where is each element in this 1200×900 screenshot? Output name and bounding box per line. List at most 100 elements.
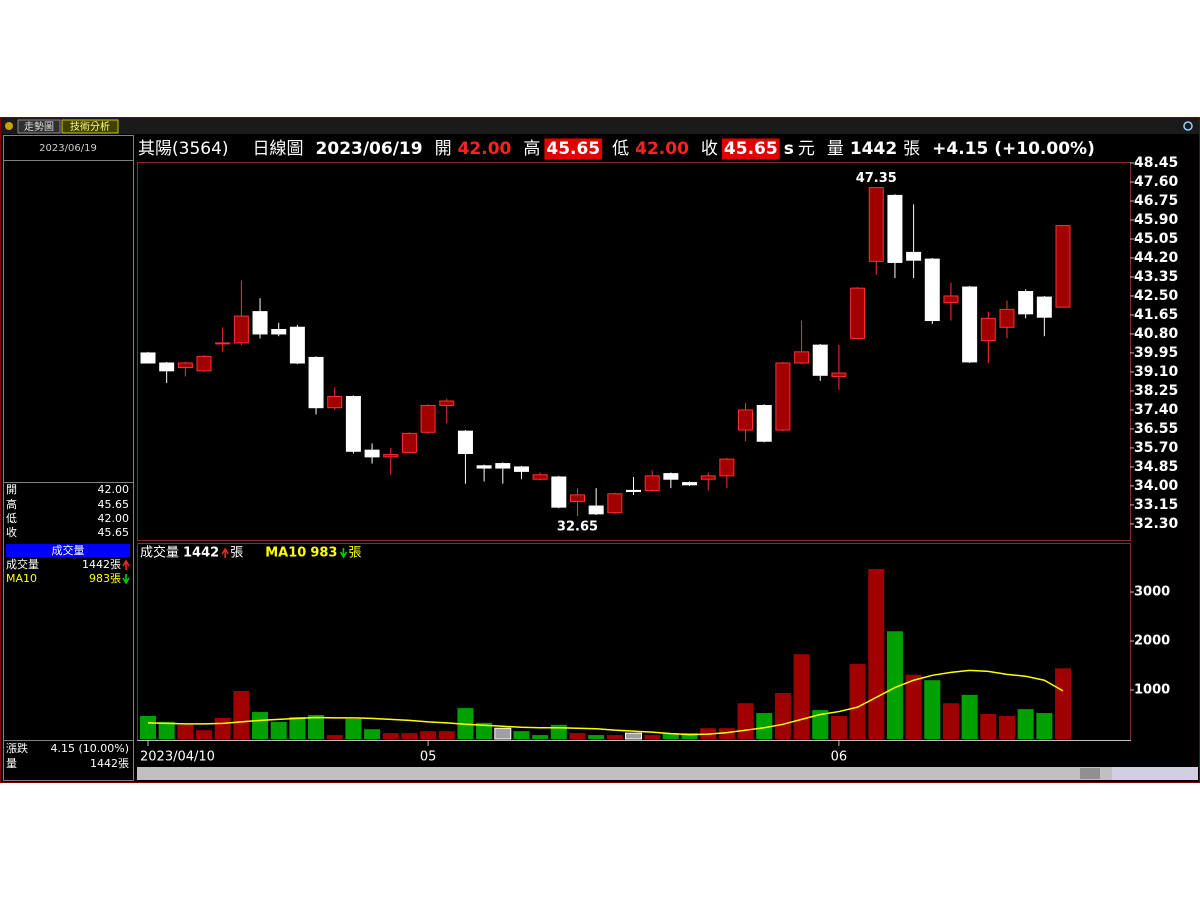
volume-value: 1442 — [850, 139, 897, 159]
volume-bar — [550, 724, 567, 739]
volume-bar — [569, 733, 586, 739]
candle-body — [980, 317, 996, 342]
candle-body — [1055, 225, 1071, 308]
volume-bar — [1036, 713, 1053, 739]
y-tick-label: 41.65 — [1134, 307, 1178, 323]
y-tick-label: 44.20 — [1134, 250, 1179, 266]
candle-body — [663, 473, 679, 480]
unit: 張 — [230, 546, 243, 561]
volume-bar — [718, 728, 735, 739]
candle-body — [962, 286, 978, 363]
tab-active[interactable] — [61, 119, 119, 134]
period: 日線圖 — [253, 139, 304, 159]
volume-bar — [886, 631, 903, 739]
candle-body — [906, 251, 922, 261]
volume-bar — [793, 654, 810, 739]
y-tick-label: 48.45 — [1134, 155, 1178, 171]
ma-line — [147, 669, 1064, 736]
candle-body — [177, 362, 193, 368]
side-value: 4.15 (10.00%) — [50, 742, 129, 755]
zoom-icon[interactable] — [1183, 121, 1193, 131]
y-tick-label: 35.70 — [1134, 440, 1179, 456]
change: +4.15 (+10.00%) — [932, 139, 1095, 159]
candle-body — [308, 356, 324, 409]
tab-label[interactable]: 走勢圖 — [24, 120, 54, 133]
y-tick-label: 45.05 — [1134, 231, 1178, 247]
y-tick-label: 39.10 — [1134, 364, 1179, 380]
y-tick-label: 38.25 — [1134, 383, 1178, 399]
volume-bar — [606, 735, 623, 739]
candle-body — [794, 351, 810, 364]
value-highlight — [721, 138, 780, 160]
tab-bar — [1, 118, 1199, 134]
volume-bar — [177, 724, 194, 739]
volume-bar — [681, 733, 698, 739]
side-panel — [3, 135, 134, 781]
volume-bar — [980, 714, 997, 739]
volume-bar — [214, 717, 231, 739]
low-annotation: 32.65 — [557, 520, 598, 535]
volume-bar — [252, 712, 269, 739]
up-arrow — [221, 547, 229, 558]
candle-body — [233, 315, 249, 344]
volume-bar — [289, 716, 306, 739]
label: 高 — [523, 139, 540, 159]
scrollbar[interactable] — [137, 767, 1112, 780]
candle-body — [775, 362, 791, 431]
scroll-thumb[interactable] — [1080, 768, 1100, 779]
candle-body — [271, 328, 287, 335]
unit: 張 — [903, 139, 920, 159]
volume-bar — [942, 703, 959, 739]
candle-body — [850, 287, 866, 339]
volume-bar — [158, 721, 175, 739]
candle-body — [812, 344, 828, 376]
side-value: 45.65 — [98, 526, 130, 539]
date: 2023/06/19 — [316, 139, 423, 159]
y-tick-label: 37.40 — [1134, 402, 1179, 418]
side-value-part: 1442 — [90, 757, 118, 770]
candle-body — [999, 308, 1015, 328]
label: 收 — [701, 139, 718, 159]
label: 開 — [435, 139, 452, 159]
candle-body — [215, 342, 231, 345]
content: 48.45 47.60 46.75 45.90 45.05 44.20 43.35 42.50… — [6, 138, 1179, 770]
candle-body — [831, 372, 847, 377]
candle-body — [1036, 296, 1052, 318]
value-highlight — [544, 138, 603, 160]
candle-body — [513, 466, 529, 472]
side-label: MA10 — [6, 572, 37, 585]
candle-body — [159, 362, 175, 372]
volume-bar — [1055, 668, 1071, 739]
candle-body — [327, 396, 343, 409]
y-tick-label: 1000 — [1134, 683, 1170, 698]
candle-body — [626, 489, 642, 493]
candle-body — [682, 482, 698, 486]
volume-bar — [233, 690, 250, 739]
side-value: 42.00 — [98, 512, 130, 525]
volume-bar — [849, 664, 866, 739]
candle-body — [383, 454, 399, 458]
y-tick-label: 39.95 — [1134, 345, 1178, 361]
toolbar[interactable] — [1112, 767, 1198, 780]
unit: 張 — [348, 546, 361, 561]
volume-bar — [1017, 709, 1034, 739]
legend-value: 1442 — [183, 546, 219, 561]
tab[interactable] — [17, 119, 61, 134]
candle-body — [196, 355, 212, 372]
volume-bar — [662, 733, 679, 739]
volume-bar — [420, 731, 437, 739]
y-tick-label: 46.75 — [1134, 193, 1178, 209]
tab-label[interactable]: 技術分析 — [70, 120, 110, 133]
candle-body — [943, 295, 959, 304]
volume-bar — [532, 735, 549, 739]
side-value-part: 張 — [110, 558, 121, 571]
x-tick-label: 05 — [420, 750, 437, 765]
app-icon — [5, 122, 13, 130]
candle-body — [401, 432, 417, 453]
candle-body — [439, 400, 455, 406]
side-value-part: 42.00 — [98, 483, 130, 496]
volume-bar — [345, 718, 362, 739]
side-label: 漲跌 — [6, 741, 28, 755]
volume-bar — [644, 735, 661, 739]
